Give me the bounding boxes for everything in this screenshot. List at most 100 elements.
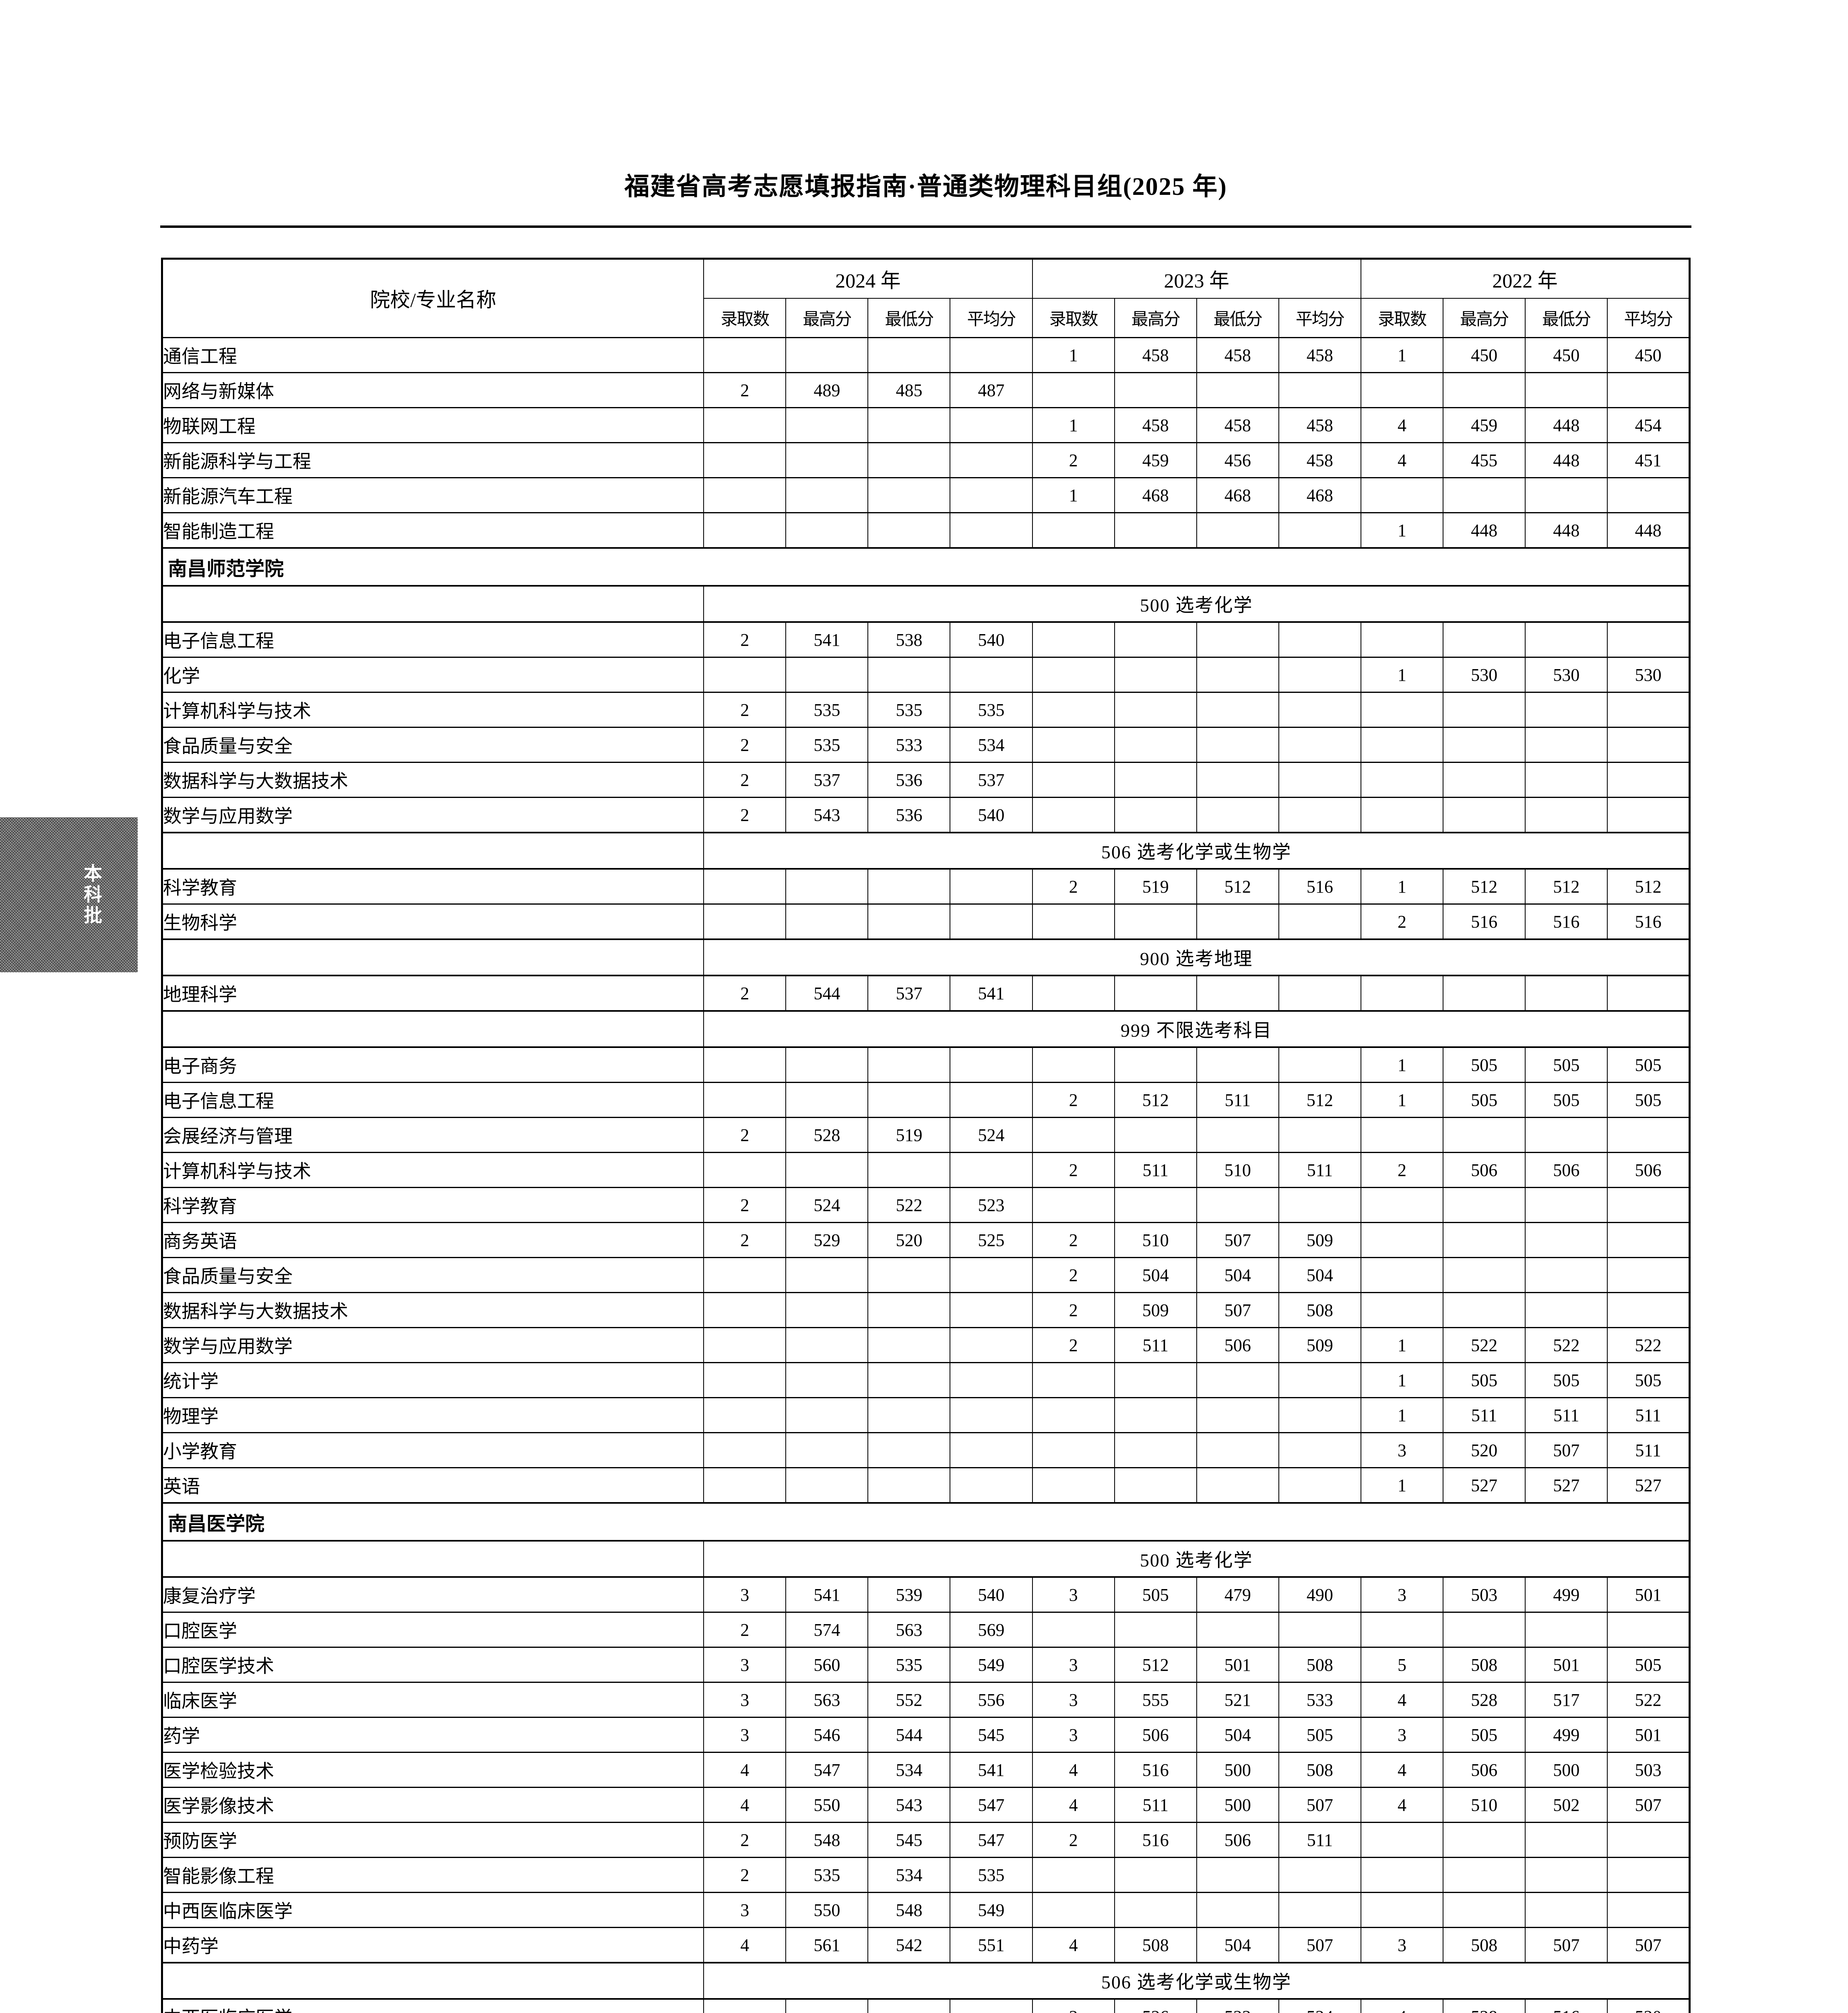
cell-2022-count: 2 — [1360, 1152, 1444, 1188]
cell-2023-avg: 509 — [1278, 1222, 1361, 1258]
major-name: 计算机科学与技术 — [161, 692, 704, 728]
cell-2023-count: 3 — [1032, 1717, 1115, 1753]
cell-2023-count: 4 — [1032, 1927, 1115, 1963]
cell-2024-max — [785, 1152, 869, 1188]
cell-2023-min: 504 — [1196, 1257, 1279, 1293]
cell-2024-max: 535 — [785, 1857, 869, 1893]
cell-2024-min — [867, 1397, 951, 1433]
cell-2023-min: 507 — [1196, 1292, 1279, 1328]
cell-2024-max — [785, 442, 869, 478]
cell-2022-count — [1360, 762, 1444, 798]
major-name: 食品质量与安全 — [161, 727, 704, 763]
cell-2024-avg: 535 — [950, 1857, 1033, 1893]
cell-2024-min: 545 — [867, 1822, 951, 1858]
cell-2024-max — [785, 1046, 869, 1083]
cell-2022-count: 1 — [1360, 1362, 1444, 1398]
cell-2023-count: 2 — [1032, 442, 1115, 478]
cell-2022-min: 501 — [1525, 1647, 1608, 1683]
table-row: 医学检验技术 4 547 534 541 4 516 500 508 4 506 500 503 — [161, 1752, 1690, 1788]
cell-2024-min — [867, 1362, 951, 1398]
cell-2023-avg: 508 — [1278, 1752, 1361, 1788]
cell-2022-count — [1360, 1292, 1444, 1328]
cell-2024-avg: 540 — [950, 1576, 1033, 1613]
subject-requirement-blank-cell — [161, 585, 704, 623]
cell-2022-avg: 506 — [1607, 1152, 1690, 1188]
cell-2024-max — [785, 477, 869, 513]
cell-2022-min — [1525, 975, 1608, 1011]
table-head: 院校/专业名称 2024 年 2023 年 2022 年 录取数 最高分 最低分… — [161, 258, 1690, 338]
cell-2024-avg: 545 — [950, 1717, 1033, 1753]
cell-2023-avg — [1278, 621, 1361, 658]
cell-2023-count — [1032, 1467, 1115, 1503]
cell-2024-count — [703, 868, 787, 905]
table-row: 数据科学与大数据技术 2 537 536 537 — [161, 762, 1690, 798]
cell-2022-max: 522 — [1443, 1327, 1526, 1363]
cell-2024-max: 541 — [785, 621, 869, 658]
cell-2024-max — [785, 337, 869, 373]
page-title: 福建省高考志愿填报指南·普通类物理科目组(2025 年) — [624, 173, 1227, 200]
cell-2024-count — [703, 1362, 787, 1398]
cell-2024-min: 544 — [867, 1717, 951, 1753]
cell-2023-avg: 516 — [1278, 868, 1361, 905]
cell-2023-min: 506 — [1196, 1822, 1279, 1858]
cell-2023-count: 3 — [1032, 1576, 1115, 1613]
column-header-2022-avg: 平均分 — [1607, 298, 1690, 338]
cell-2022-avg: 505 — [1607, 1362, 1690, 1398]
cell-2024-min — [867, 1152, 951, 1188]
major-name: 中西医临床医学 — [161, 1892, 704, 1928]
cell-2024-max: 547 — [785, 1752, 869, 1788]
cell-2022-avg: 516 — [1607, 903, 1690, 940]
cell-2024-min: 535 — [867, 1647, 951, 1683]
cell-2024-min — [867, 1082, 951, 1118]
cell-2024-avg — [950, 903, 1033, 940]
cell-2024-max: 563 — [785, 1682, 869, 1718]
cell-2023-count — [1032, 1857, 1115, 1893]
cell-2023-avg — [1278, 1892, 1361, 1928]
cell-2023-min: 500 — [1196, 1787, 1279, 1823]
cell-2023-min — [1196, 512, 1279, 548]
cell-2022-min: 499 — [1525, 1576, 1608, 1613]
major-name: 口腔医学技术 — [161, 1647, 704, 1683]
cell-2022-avg: 503 — [1607, 1752, 1690, 1788]
cell-2024-min: 542 — [867, 1927, 951, 1963]
cell-2022-min: 448 — [1525, 407, 1608, 443]
cell-2024-avg: 541 — [950, 1752, 1033, 1788]
table-row: 生物科学 2 516 516 516 — [161, 903, 1690, 940]
subject-requirement-row: 900 选考地理 — [161, 938, 1690, 976]
cell-2022-avg: 505 — [1607, 1647, 1690, 1683]
cell-2024-count: 2 — [703, 1187, 787, 1223]
cell-2022-avg — [1607, 1257, 1690, 1293]
cell-2024-min: 538 — [867, 621, 951, 658]
cell-2024-min: 519 — [867, 1117, 951, 1153]
cell-2024-count — [703, 512, 787, 548]
cell-2024-min — [867, 1467, 951, 1503]
cell-2022-avg — [1607, 727, 1690, 763]
major-name: 商务英语 — [161, 1222, 704, 1258]
cell-2024-min: 539 — [867, 1576, 951, 1613]
cell-2022-min: 512 — [1525, 868, 1608, 905]
cell-2023-min — [1196, 1046, 1279, 1083]
cell-2022-avg: 451 — [1607, 442, 1690, 478]
major-name: 计算机科学与技术 — [161, 1152, 704, 1188]
subject-requirement-blank-cell — [161, 938, 704, 976]
cell-2022-max — [1443, 1292, 1526, 1328]
cell-2022-max: 505 — [1443, 1046, 1526, 1083]
major-name: 化学 — [161, 657, 704, 693]
cell-2023-count — [1032, 372, 1115, 408]
cell-2023-min — [1196, 1432, 1279, 1468]
cell-2023-min — [1196, 975, 1279, 1011]
cell-2022-count — [1360, 1892, 1444, 1928]
cell-2023-max — [1114, 762, 1197, 798]
table-row: 数学与应用数学 2 511 506 509 1 522 522 522 — [161, 1327, 1690, 1363]
cell-2024-avg — [950, 1467, 1033, 1503]
cell-2023-max — [1114, 1117, 1197, 1153]
cell-2023-min — [1196, 621, 1279, 658]
cell-2023-count: 4 — [1032, 1752, 1115, 1788]
major-name: 新能源汽车工程 — [161, 477, 704, 513]
cell-2024-count: 2 — [703, 621, 787, 658]
cell-2023-avg: 511 — [1278, 1152, 1361, 1188]
cell-2023-max: 509 — [1114, 1292, 1197, 1328]
cell-2024-max — [785, 1432, 869, 1468]
table-row: 食品质量与安全 2 504 504 504 — [161, 1257, 1690, 1293]
column-header-year-2022: 2022 年 — [1360, 258, 1690, 299]
